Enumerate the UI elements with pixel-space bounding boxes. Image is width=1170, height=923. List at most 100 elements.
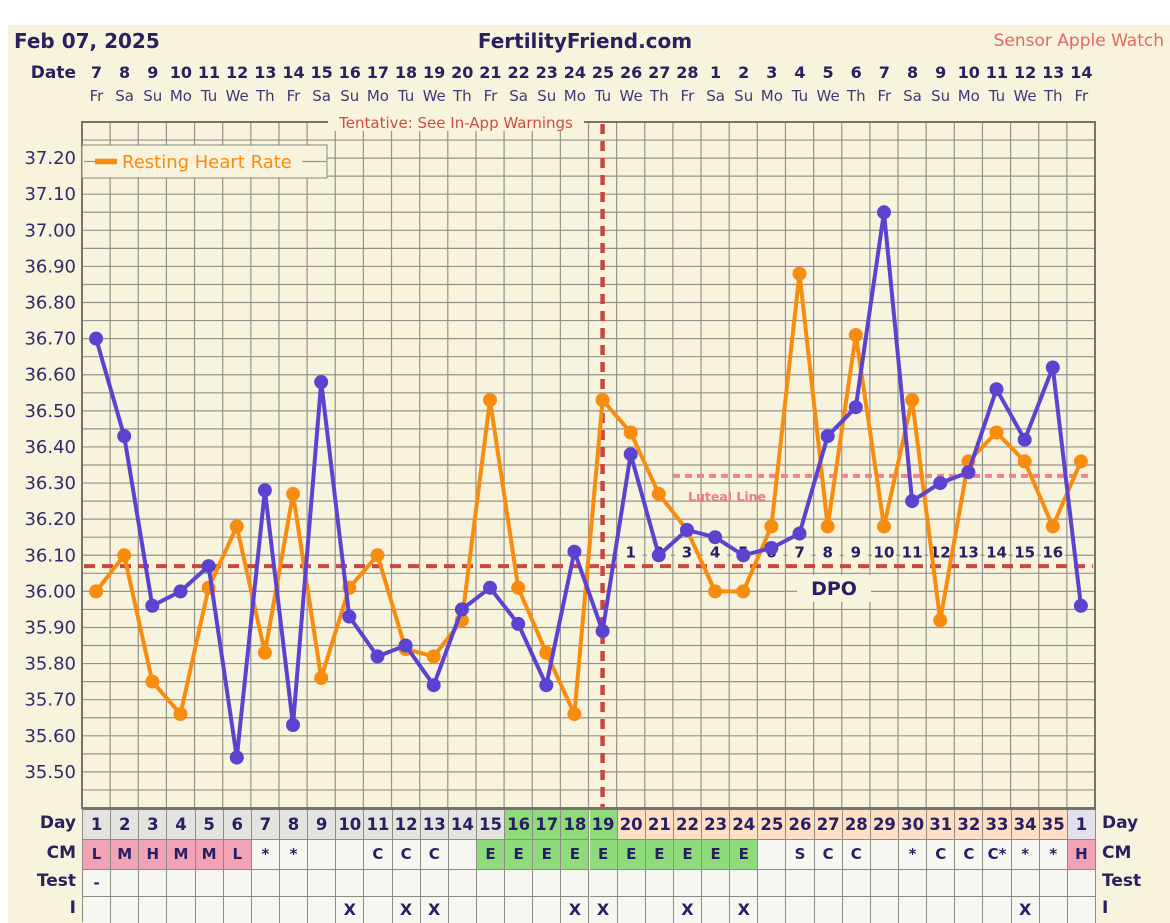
i-cell-day-9[interactable] <box>308 897 337 923</box>
resting-heart-rate-point-day-6[interactable] <box>229 519 244 534</box>
i-cell-day-18[interactable]: X <box>561 897 590 923</box>
test-cell-day-8[interactable] <box>279 870 309 897</box>
temperature-point-day-24[interactable] <box>736 548 751 563</box>
resting-heart-rate-point-day-11[interactable] <box>370 548 385 563</box>
test-cell-day-30[interactable] <box>899 870 928 897</box>
resting-heart-rate-point-day-17[interactable] <box>539 645 554 660</box>
temperature-point-day-28[interactable] <box>848 400 863 415</box>
cm-cell-day-12[interactable]: C <box>392 840 421 870</box>
i-cell-day-23[interactable] <box>702 897 731 923</box>
temperature-point-day-9[interactable] <box>314 375 329 389</box>
i-cell-day-24[interactable]: X <box>730 897 759 923</box>
day-cell-day-8[interactable]: 8 <box>279 810 309 840</box>
cm-cell-day-2[interactable]: M <box>111 840 140 870</box>
cm-cell-day-17[interactable]: E <box>533 840 562 870</box>
i-cell-day-26[interactable] <box>786 897 815 923</box>
resting-heart-rate-point-day-21[interactable] <box>651 486 666 501</box>
temperature-point-day-4[interactable] <box>173 584 188 599</box>
resting-heart-rate-point-day-19[interactable] <box>595 393 610 407</box>
day-cell-day-14[interactable]: 14 <box>448 810 477 840</box>
cm-cell-day-34[interactable]: * <box>1011 840 1040 870</box>
test-cell-day-34[interactable] <box>1011 870 1040 897</box>
temperature-point-day-36[interactable] <box>1073 598 1088 613</box>
i-cell-day-31[interactable] <box>927 897 956 923</box>
day-cell-day-26[interactable]: 26 <box>786 810 815 840</box>
test-cell-day-9[interactable] <box>308 870 337 897</box>
cm-cell-day-20[interactable]: E <box>617 840 646 870</box>
temperature-point-day-12[interactable] <box>398 638 413 653</box>
day-cell-day-5[interactable]: 5 <box>195 810 224 840</box>
test-cell-day-3[interactable] <box>139 870 168 897</box>
cm-cell-day-19[interactable]: E <box>589 840 618 870</box>
day-cell-day-31[interactable]: 31 <box>927 810 956 840</box>
resting-heart-rate-point-day-20[interactable] <box>623 425 638 440</box>
test-cell-day-25[interactable] <box>758 870 787 897</box>
temperature-point-day-31[interactable] <box>933 476 948 491</box>
day-cell-day-6[interactable]: 6 <box>223 810 252 840</box>
i-cell-day-1[interactable] <box>83 897 112 923</box>
day-cell-day-4[interactable]: 4 <box>167 810 196 840</box>
day-cell-day-32[interactable]: 32 <box>955 810 984 840</box>
cm-cell-day-29[interactable] <box>870 840 899 870</box>
i-cell-day-7[interactable] <box>251 897 280 923</box>
test-cell-day-18[interactable] <box>561 870 590 897</box>
temperature-point-day-5[interactable] <box>201 559 216 574</box>
cm-cell-day-4[interactable]: M <box>167 840 196 870</box>
temperature-point-day-6[interactable] <box>229 750 244 765</box>
temperature-point-day-35[interactable] <box>1045 360 1060 375</box>
temperature-point-day-20[interactable] <box>623 447 638 462</box>
test-cell-day-19[interactable] <box>589 870 618 897</box>
temperature-point-day-14[interactable] <box>454 602 469 617</box>
temperature-point-day-29[interactable] <box>877 205 891 220</box>
resting-heart-rate-point-day-16[interactable] <box>511 580 526 595</box>
temperature-point-day-18[interactable] <box>567 544 582 559</box>
temperature-point-day-27[interactable] <box>820 429 835 444</box>
i-cell-day-27[interactable] <box>814 897 843 923</box>
cm-cell-day-1[interactable]: L <box>83 840 112 870</box>
test-cell-day-15[interactable] <box>476 870 506 897</box>
cm-cell-day-10[interactable] <box>336 840 365 870</box>
resting-heart-rate-point-day-3[interactable] <box>145 674 160 689</box>
i-cell-day-34[interactable]: X <box>1011 897 1040 923</box>
cm-cell-day-31[interactable]: C <box>927 840 956 870</box>
cm-cell-day-21[interactable]: E <box>645 840 674 870</box>
day-cell-day-17[interactable]: 17 <box>533 810 562 840</box>
test-cell-day-1[interactable]: - <box>83 870 112 897</box>
test-cell-day-35[interactable] <box>1039 870 1068 897</box>
resting-heart-rate-point-day-15[interactable] <box>483 393 497 407</box>
day-cell-day-3[interactable]: 3 <box>139 810 168 840</box>
temperature-point-day-7[interactable] <box>257 483 272 498</box>
cm-cell-day-32[interactable]: C <box>955 840 984 870</box>
cm-cell-day-36[interactable]: H <box>1067 840 1096 870</box>
cm-cell-day-11[interactable]: C <box>364 840 393 870</box>
i-cell-day-35[interactable] <box>1039 897 1068 923</box>
i-cell-day-16[interactable] <box>505 897 534 923</box>
i-cell-day-36[interactable] <box>1067 897 1096 923</box>
test-cell-day-31[interactable] <box>927 870 956 897</box>
i-cell-day-33[interactable] <box>983 897 1012 923</box>
day-cell-day-28[interactable]: 28 <box>842 810 871 840</box>
day-cell-day-19[interactable]: 19 <box>589 810 618 840</box>
test-cell-day-22[interactable] <box>673 870 703 897</box>
i-cell-day-22[interactable]: X <box>673 897 703 923</box>
cm-cell-day-14[interactable] <box>448 840 477 870</box>
day-cell-day-10[interactable]: 10 <box>336 810 365 840</box>
i-cell-day-2[interactable] <box>111 897 140 923</box>
cm-cell-day-24[interactable]: E <box>730 840 759 870</box>
temperature-point-day-19[interactable] <box>595 624 610 639</box>
temperature-point-day-25[interactable] <box>764 541 779 555</box>
resting-heart-rate-point-day-33[interactable] <box>989 425 1004 440</box>
i-cell-day-20[interactable] <box>617 897 646 923</box>
resting-heart-rate-point-day-1[interactable] <box>89 584 104 599</box>
temperature-point-day-11[interactable] <box>370 649 385 664</box>
test-cell-day-14[interactable] <box>448 870 477 897</box>
resting-heart-rate-point-day-23[interactable] <box>708 584 723 599</box>
cm-cell-day-6[interactable]: L <box>223 840 252 870</box>
test-cell-day-36[interactable] <box>1067 870 1096 897</box>
resting-heart-rate-point-day-27[interactable] <box>820 519 835 534</box>
day-cell-day-11[interactable]: 11 <box>364 810 393 840</box>
resting-heart-rate-point-day-36[interactable] <box>1073 454 1088 469</box>
day-cell-day-36[interactable]: 1 <box>1067 810 1096 840</box>
temperature-point-day-17[interactable] <box>539 678 554 693</box>
i-cell-day-21[interactable] <box>645 897 674 923</box>
